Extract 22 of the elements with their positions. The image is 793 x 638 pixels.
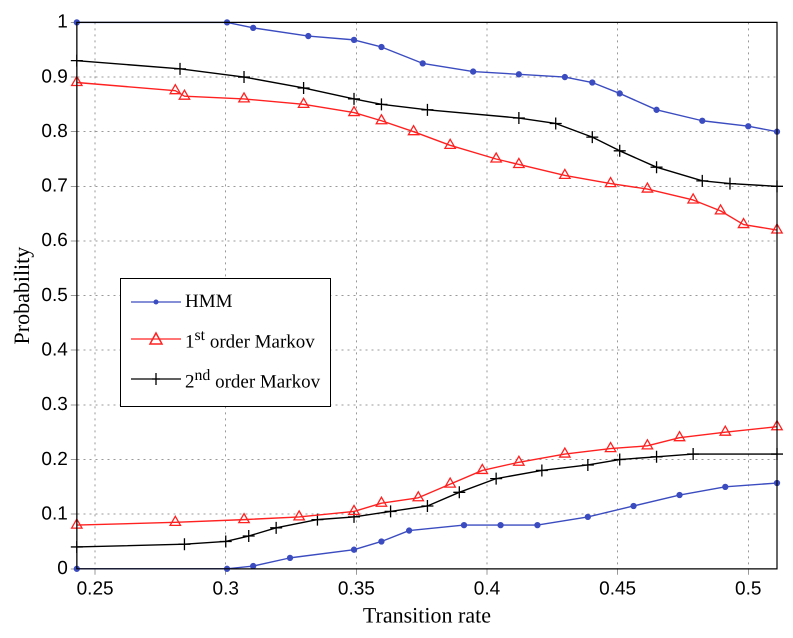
y-tick-label: 0.4 xyxy=(41,339,68,360)
y-tick-label: 0.7 xyxy=(41,176,68,197)
y-tick-label: 0.5 xyxy=(41,284,68,306)
y-tick-label: 0.3 xyxy=(41,394,68,416)
x-tick-label: 0.5 xyxy=(735,578,762,600)
x-tick-label: 0.3 xyxy=(212,578,239,600)
legend-label: HMM xyxy=(185,290,233,314)
y-tick-label: 1 xyxy=(57,12,68,33)
y-tick-label: 0 xyxy=(57,558,68,580)
x-tick-label: 0.35 xyxy=(338,578,375,600)
y-tick-label: 0.9 xyxy=(41,66,68,88)
x-axis-title: Transition rate xyxy=(362,602,491,628)
x-tick-label: 0.4 xyxy=(474,578,501,600)
y-tick-label: 0.8 xyxy=(41,120,68,142)
y-tick-label: 0.6 xyxy=(41,230,68,252)
legend-label: 2$^{nd}$ order Markov xyxy=(185,366,320,395)
y-tick-label: 0.1 xyxy=(41,503,68,524)
y-axis-title: Probability xyxy=(8,246,34,344)
legend-label: 1$^{st}$ order Markov xyxy=(185,326,315,354)
y-tick-label: 0.2 xyxy=(41,448,68,470)
x-tick-label: 0.25 xyxy=(76,578,114,600)
x-tick-label: 0.45 xyxy=(599,578,636,600)
